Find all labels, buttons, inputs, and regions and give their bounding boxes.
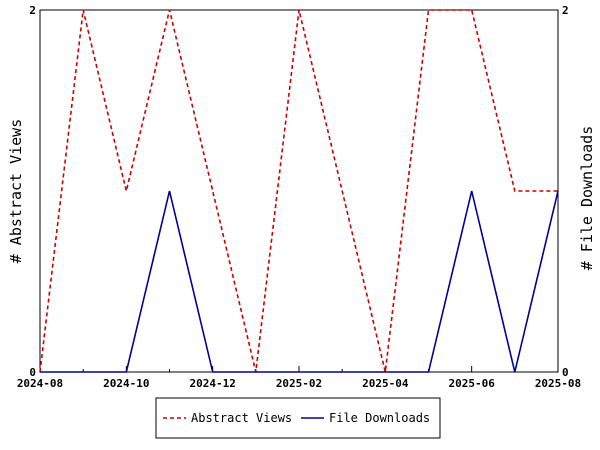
plot-area [39, 9, 559, 373]
x-tick-label: 2024-12 [189, 377, 235, 390]
series-line-file-downloads [40, 190, 559, 373]
y-tick-label: 0 [29, 366, 36, 379]
x-tick-label: 2025-02 [276, 377, 322, 390]
x-tick-label: 2024-10 [103, 377, 149, 390]
y2-tick-label: 0 [562, 366, 569, 379]
series-line-abstract-views [39, 9, 558, 373]
y2-axis-title: # File Downloads [578, 126, 596, 271]
x-tick-label: 2024-08 [17, 377, 63, 390]
x-tick-label: 2025-08 [535, 377, 581, 390]
x-tick-label: 2025-04 [362, 377, 409, 390]
legend-box [155, 397, 441, 439]
x-axis-ticks: 2024-08 2024-10 2024-12 2025-02 2025-04 2025-… [17, 366, 581, 390]
y-axis-title: # Abstract Views [7, 119, 25, 264]
y2-tick-label: 2 [562, 4, 569, 17]
x-tick-label: 2025-06 [448, 377, 495, 390]
legend-label-file-downloads: File Downloads [329, 411, 430, 425]
legend: Abstract Views File Downloads [155, 397, 441, 439]
y-tick-label: 2 [29, 4, 36, 17]
legend-label-abstract-views: Abstract Views [191, 411, 292, 425]
series-layer [39, 9, 559, 373]
